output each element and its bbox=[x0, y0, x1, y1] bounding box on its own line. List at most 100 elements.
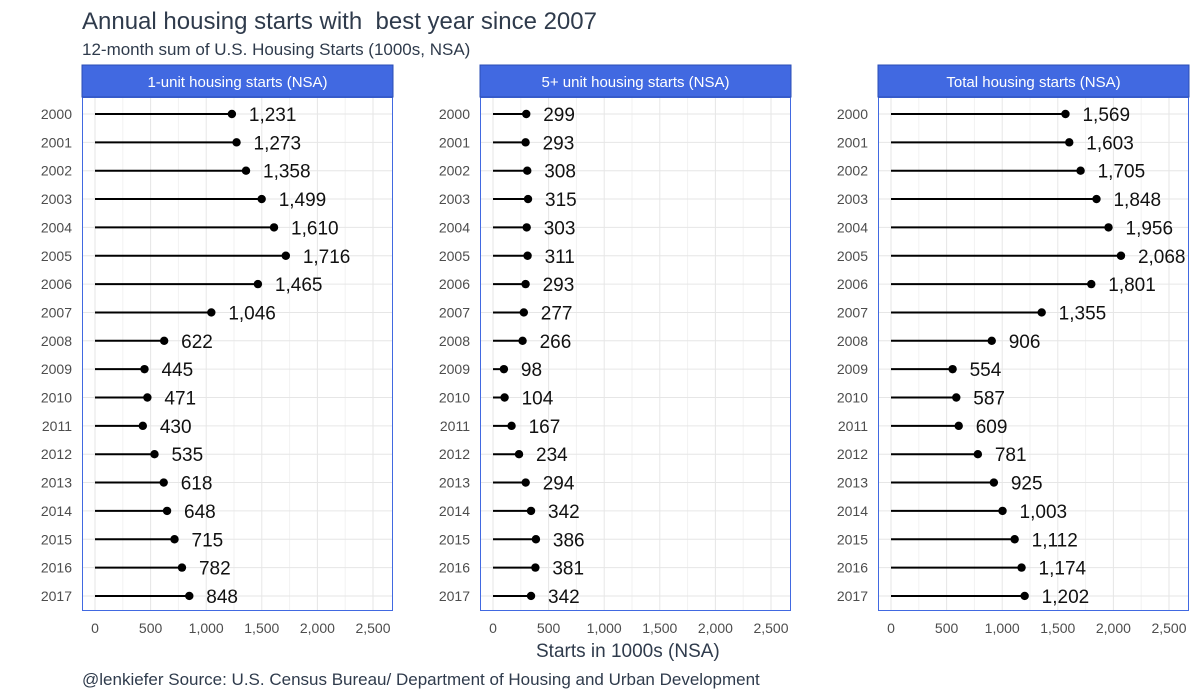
value-label: 648 bbox=[184, 502, 216, 523]
value-label: 1,003 bbox=[1020, 502, 1068, 523]
y-tick-label: 2005 bbox=[439, 248, 470, 264]
y-tick-label: 2002 bbox=[41, 163, 72, 179]
value-label: 277 bbox=[541, 303, 573, 324]
lollipop-point bbox=[159, 336, 169, 345]
lollipop-point bbox=[531, 563, 540, 572]
y-tick-label: 2011 bbox=[440, 418, 470, 434]
lollipop-point bbox=[500, 393, 509, 402]
lollipop-point bbox=[523, 194, 533, 204]
chart-caption: @lenkiefer Source: U.S. Census Bureau/ D… bbox=[82, 670, 760, 689]
value-label: 1,956 bbox=[1126, 218, 1174, 239]
x-tick-label: 0 bbox=[489, 620, 497, 636]
lollipop-point bbox=[150, 450, 159, 459]
y-tick-label: 2008 bbox=[837, 333, 868, 349]
value-label: 535 bbox=[171, 445, 203, 466]
value-label-group: 1,569 1,603 1,705 1,848 1,956 2,068 1,8011,355… bbox=[970, 105, 1186, 608]
y-tick-label: 2007 bbox=[837, 304, 868, 320]
lollipop-point bbox=[232, 138, 241, 147]
value-label: 1,046 bbox=[228, 303, 276, 324]
y-tick-label: 2010 bbox=[41, 390, 72, 406]
chart-subtitle: 12-month sum of U.S. Housing Starts (100… bbox=[82, 40, 471, 59]
x-tick-label: 2,500 bbox=[355, 620, 390, 636]
value-label: 622 bbox=[181, 332, 213, 353]
value-label: 1,569 bbox=[1082, 105, 1130, 126]
x-tick-label: 2,000 bbox=[1096, 620, 1131, 636]
value-label: 167 bbox=[529, 417, 561, 438]
lollipop-point bbox=[1037, 308, 1046, 317]
lollipop-point bbox=[521, 138, 530, 147]
lollipop-point bbox=[143, 393, 152, 402]
lollipop-point bbox=[954, 421, 963, 431]
y-tick-label: 2009 bbox=[837, 361, 868, 377]
x-tick-label: 1,500 bbox=[1040, 620, 1075, 636]
lollipop-point bbox=[1076, 166, 1085, 175]
y-tick-label: 2012 bbox=[41, 446, 72, 462]
value-label: 234 bbox=[536, 445, 568, 466]
y-tick-label: 2012 bbox=[439, 446, 470, 462]
y-tick-label: 2017 bbox=[837, 588, 868, 604]
lollipop-point bbox=[989, 478, 999, 487]
y-tick-label: 2007 bbox=[41, 304, 72, 320]
panel-background bbox=[82, 97, 393, 611]
lollipop-point bbox=[499, 364, 509, 374]
value-label: 1,273 bbox=[254, 133, 302, 154]
value-label-group: 1,231 1,273 1,358 1,499 1,610 1,716 1,465 1,046… bbox=[160, 105, 351, 608]
value-label: 294 bbox=[543, 474, 575, 495]
value-label: 1,465 bbox=[275, 275, 323, 296]
value-label: 1,610 bbox=[291, 218, 339, 239]
lollipop-point bbox=[507, 421, 516, 431]
lollipop-point bbox=[526, 506, 536, 516]
y-tick-label: 2017 bbox=[439, 588, 470, 604]
lollipop-point bbox=[257, 194, 266, 204]
value-label: 1,174 bbox=[1039, 559, 1087, 580]
value-label: 1,801 bbox=[1108, 275, 1156, 296]
value-label: 386 bbox=[553, 530, 585, 551]
y-tick-label: 2011 bbox=[42, 418, 72, 434]
y-tick-label: 2009 bbox=[439, 361, 470, 377]
y-tick-label: 2001 bbox=[41, 134, 72, 150]
value-label: 906 bbox=[1009, 332, 1041, 353]
y-tick-label: 2017 bbox=[41, 588, 72, 604]
y-tick-label: 2014 bbox=[837, 503, 868, 519]
y-tick-label: 2014 bbox=[439, 503, 470, 519]
y-tick-label: 2013 bbox=[439, 475, 470, 491]
y-tick-label: 2003 bbox=[41, 191, 72, 207]
chart-title: Annual housing starts with best year sin… bbox=[82, 8, 597, 35]
value-label: 315 bbox=[545, 190, 577, 211]
y-tick-label: 2001 bbox=[439, 134, 470, 150]
lollipop-point bbox=[162, 506, 172, 516]
y-tick-label: 2015 bbox=[41, 531, 72, 547]
y-tick-label: 2015 bbox=[837, 531, 868, 547]
y-tick-label: 2000 bbox=[837, 106, 868, 122]
value-label: 554 bbox=[970, 360, 1002, 381]
x-tick-label: 2,500 bbox=[1151, 620, 1186, 636]
value-label: 445 bbox=[161, 360, 193, 381]
value-label: 1,716 bbox=[303, 247, 351, 268]
lollipop-point bbox=[241, 166, 251, 175]
value-label: 1,358 bbox=[263, 162, 311, 183]
value-label: 299 bbox=[543, 105, 575, 126]
lollipop-point bbox=[185, 591, 194, 601]
value-label: 1,355 bbox=[1059, 303, 1107, 324]
value-label: 848 bbox=[206, 587, 238, 608]
y-tick-label: 2007 bbox=[439, 304, 470, 320]
value-label: 471 bbox=[164, 389, 196, 410]
value-label: 311 bbox=[545, 247, 575, 268]
lollipop-point bbox=[521, 279, 530, 289]
facet-panel: 1,569 1,603 1,705 1,848 1,956 2,068 1,8011,355… bbox=[837, 64, 1190, 636]
y-tick-label: 2014 bbox=[41, 503, 72, 519]
panel-background bbox=[878, 97, 1189, 611]
lollipop-point bbox=[522, 223, 531, 232]
facet-strip bbox=[877, 64, 1190, 98]
facet-strip-label: Total housing starts (NSA) bbox=[946, 74, 1120, 91]
y-tick-label: 2013 bbox=[41, 475, 72, 491]
lollipop-point bbox=[1017, 563, 1026, 572]
value-label: 1,848 bbox=[1113, 190, 1161, 211]
lollipop-point bbox=[159, 478, 168, 487]
y-tick-label: 2009 bbox=[41, 361, 72, 377]
x-tick-label: 2,500 bbox=[753, 620, 788, 636]
value-label: 308 bbox=[544, 162, 576, 183]
facet-strip-label: 1-unit housing starts (NSA) bbox=[147, 74, 327, 91]
value-label: 782 bbox=[199, 559, 231, 580]
